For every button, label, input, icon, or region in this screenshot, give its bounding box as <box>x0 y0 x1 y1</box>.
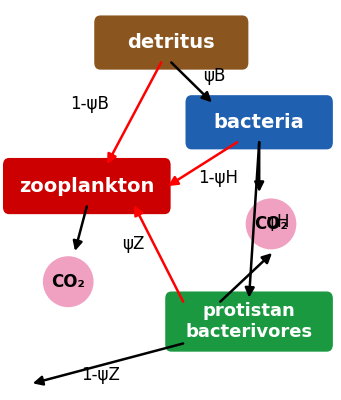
FancyBboxPatch shape <box>186 95 333 149</box>
Text: detritus: detritus <box>128 33 215 52</box>
Ellipse shape <box>246 198 296 250</box>
FancyBboxPatch shape <box>94 16 248 70</box>
Text: ψB: ψB <box>204 68 226 86</box>
Text: bacteria: bacteria <box>214 113 305 132</box>
Text: 1-ψB: 1-ψB <box>70 95 109 113</box>
Text: CO₂: CO₂ <box>51 273 85 291</box>
Text: CO₂: CO₂ <box>254 215 288 233</box>
FancyBboxPatch shape <box>165 292 333 352</box>
Text: ψH: ψH <box>266 213 290 231</box>
Text: 1-ψH: 1-ψH <box>198 169 238 187</box>
Text: ψZ: ψZ <box>122 235 144 253</box>
Ellipse shape <box>43 256 93 307</box>
FancyBboxPatch shape <box>3 158 170 214</box>
Text: protistan
bacterivores: protistan bacterivores <box>186 302 313 341</box>
Text: zooplankton: zooplankton <box>19 176 154 196</box>
Text: 1-ψZ: 1-ψZ <box>81 366 120 384</box>
